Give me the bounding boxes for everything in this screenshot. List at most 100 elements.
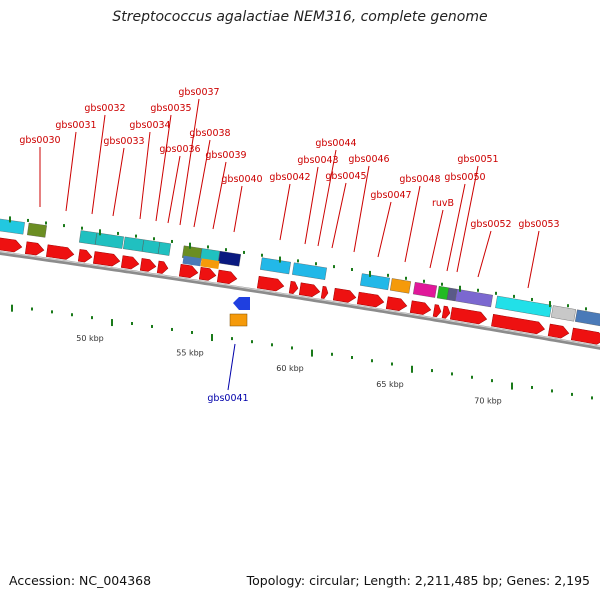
gene-block <box>389 278 412 294</box>
gene-label-gbs0040: gbs0040 <box>221 174 262 185</box>
gene-leader-line <box>233 185 243 233</box>
gene-label-gbs0032: gbs0032 <box>84 103 125 114</box>
cds-arrow <box>92 251 121 267</box>
gene-label-gbs0053: gbs0053 <box>518 219 559 230</box>
map-title: Streptococcus agalactiae NEM316, complet… <box>112 9 488 25</box>
gene-label-gbs0047: gbs0047 <box>370 190 411 201</box>
gene-label-gbs0038: gbs0038 <box>189 128 230 139</box>
gene-leader-line <box>404 185 421 263</box>
gene-block <box>412 282 438 298</box>
gene-block <box>550 305 577 322</box>
cds-arrow <box>24 241 45 256</box>
gene-label-gbs0048: gbs0048 <box>399 174 440 185</box>
gene-leader-line <box>91 114 106 215</box>
backbone-line <box>0 250 600 350</box>
gene-leader-line <box>477 230 492 278</box>
gene-label-gbs0039: gbs0039 <box>205 150 246 161</box>
scale-label: 60 kbp <box>276 364 304 373</box>
gene-block <box>575 309 600 327</box>
gene-leader-line <box>377 201 392 258</box>
gene-leader-line <box>212 161 227 230</box>
cds-arrow <box>409 300 432 315</box>
cds-arrow <box>178 263 199 279</box>
gene-block <box>95 232 124 249</box>
gene-block <box>218 251 241 267</box>
gene-label-gbs0037: gbs0037 <box>178 87 219 98</box>
gene-block <box>446 287 458 302</box>
cds-arrow <box>570 327 600 345</box>
gene-leader-line <box>527 230 540 289</box>
cds-arrow <box>288 280 299 294</box>
gene-leader-line <box>279 183 291 241</box>
gene-block <box>260 257 291 275</box>
cds-arrow <box>120 255 140 270</box>
gene-label-gbs0035: gbs0035 <box>150 103 191 114</box>
cds-arrow <box>432 304 442 318</box>
gene-leader-line <box>446 183 466 272</box>
gene-leader-line <box>65 131 77 212</box>
gene-leader-line <box>179 98 200 226</box>
gene-label-gbs0051: gbs0051 <box>457 154 498 165</box>
scale-label: 70 kbp <box>474 396 502 405</box>
cds-arrow <box>216 269 238 284</box>
reverse-cds-arrow <box>233 297 250 310</box>
gene-leader-line <box>353 165 370 253</box>
gene-block <box>142 239 160 255</box>
gene-label-gbs0031: gbs0031 <box>55 120 96 131</box>
gene-label-gbs0052: gbs0052 <box>470 219 511 230</box>
cds-arrow <box>441 305 451 319</box>
gene-label-gbs0043: gbs0043 <box>297 155 338 166</box>
cds-arrow <box>139 258 157 272</box>
cds-arrow <box>449 307 488 325</box>
gene-leader-line <box>456 165 479 273</box>
gene-label-gbs0045: gbs0045 <box>325 171 366 182</box>
gene-label-gbs0050: gbs0050 <box>444 172 485 183</box>
gene-label-gbs0042: gbs0042 <box>269 172 310 183</box>
gene-label-gbs0046: gbs0046 <box>348 154 389 165</box>
gene-leader-line <box>155 114 172 222</box>
gene-leader-line <box>227 343 236 391</box>
backbone-highlight <box>0 251 600 348</box>
cds-arrow <box>332 287 357 303</box>
cds-arrow <box>156 260 169 274</box>
gene-block <box>79 230 97 245</box>
cds-arrow <box>547 323 570 339</box>
gene-leader-line <box>193 139 211 228</box>
gene-label-gbs0034: gbs0034 <box>129 120 170 131</box>
gene-block <box>123 236 144 252</box>
gene-block <box>360 273 390 291</box>
cds-arrow <box>0 237 23 253</box>
cds-arrow <box>385 296 408 311</box>
scale-label: 50 kbp <box>76 334 104 343</box>
gene-label-gbs0044: gbs0044 <box>315 138 356 149</box>
gene-label-gbs0036: gbs0036 <box>159 144 200 155</box>
cds-arrow <box>198 266 217 281</box>
gene-label-gbs0033: gbs0033 <box>103 136 144 147</box>
gene-leader-line <box>167 155 181 224</box>
gene-leader-line <box>139 131 151 220</box>
gene-leader-line <box>429 209 444 269</box>
scale-label: 55 kbp <box>176 349 204 358</box>
gene-leader-line <box>331 182 347 249</box>
genome-summary-text: Topology: circular; Length: 2,211,485 bp… <box>246 573 590 588</box>
gene-leader-line <box>317 149 337 247</box>
gene-leader-line <box>304 166 319 245</box>
gene-block <box>455 289 493 308</box>
gene-block <box>27 222 47 238</box>
gene-label-gbs0041: gbs0041 <box>207 393 248 404</box>
cds-arrow <box>320 285 329 299</box>
gene-block <box>495 295 552 318</box>
cds-arrow <box>491 313 545 335</box>
accession-text: Accession: NC_004368 <box>9 573 152 588</box>
cds-arrow <box>356 291 385 308</box>
gene-label-gbs0030: gbs0030 <box>19 135 60 146</box>
cds-arrow <box>46 244 75 260</box>
cds-arrow <box>298 282 321 297</box>
scale-label: 65 kbp <box>376 380 404 389</box>
gene-block <box>436 285 450 300</box>
reverse-gene-block <box>229 313 248 327</box>
cds-arrow <box>256 275 285 292</box>
gene-block <box>158 241 171 256</box>
gene-label-ruvB: ruvB <box>432 198 454 209</box>
